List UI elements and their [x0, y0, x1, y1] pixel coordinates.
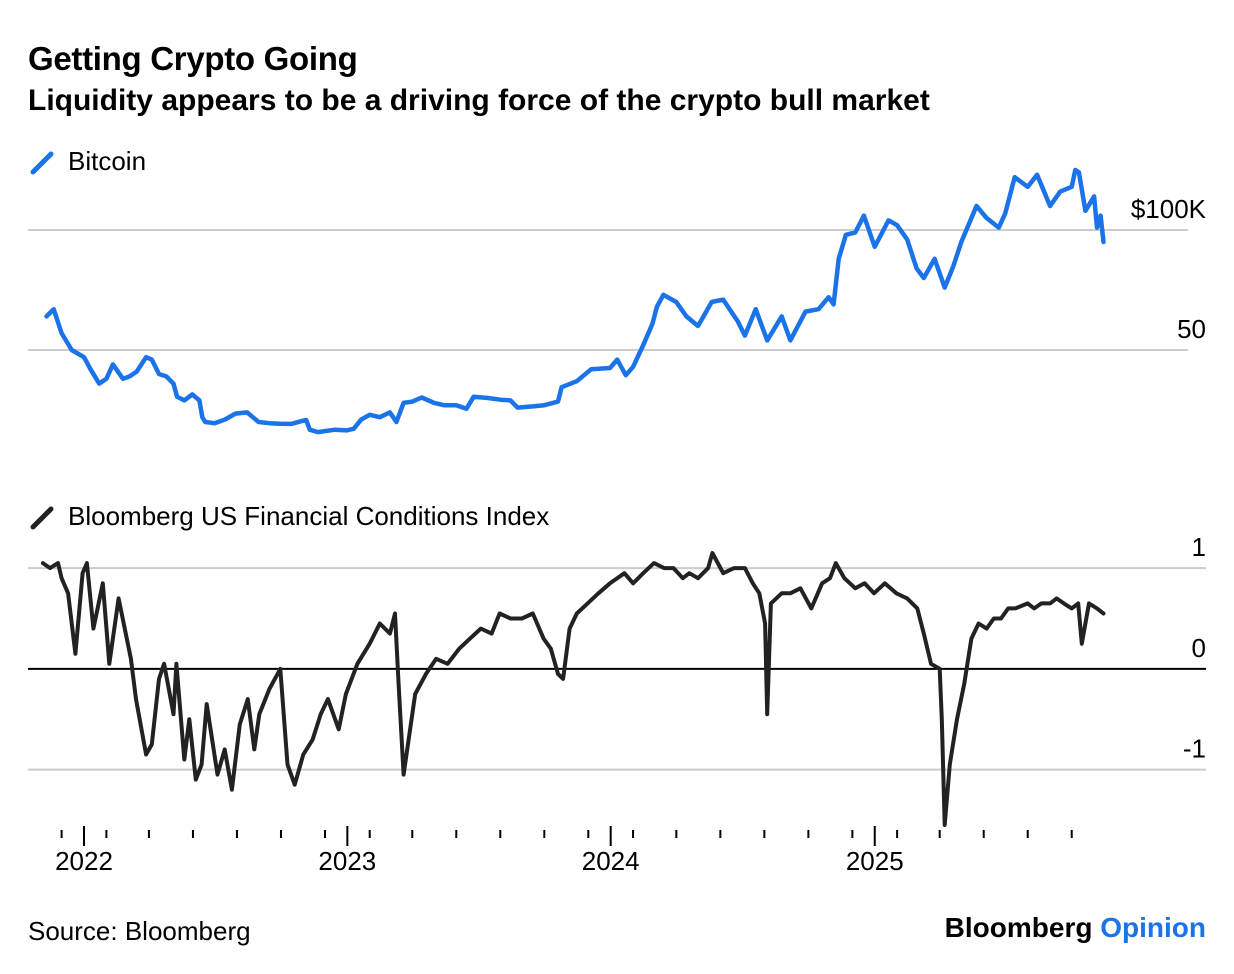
legend-bitcoin: Bitcoin — [28, 146, 146, 177]
legend-label-bitcoin: Bitcoin — [68, 146, 147, 176]
x-tick-label: 2022 — [55, 846, 113, 876]
bitcoin-series-line — [44, 167, 1106, 435]
fci-series-line — [40, 551, 1106, 827]
brand-logo: Bloomberg Opinion — [945, 912, 1206, 944]
fci-gridlines — [28, 567, 1206, 771]
fci-line-group — [40, 551, 1106, 827]
source-note: Source: Bloomberg — [28, 916, 251, 946]
bitcoin-ytick-labels: $100K 50 — [1131, 194, 1207, 344]
brand-accent: Opinion — [1100, 912, 1206, 943]
bitcoin-ytick-label: 50 — [1177, 314, 1206, 344]
fci-ytick-label: 0 — [1192, 633, 1206, 663]
fci-ytick-label: -1 — [1183, 734, 1206, 764]
x-tick-label: 2025 — [846, 846, 904, 876]
chart-title: Getting Crypto Going — [28, 40, 358, 77]
x-tick-label: 2024 — [582, 846, 640, 876]
legend-swatch-fci — [30, 506, 54, 529]
chart-subtitle: Liquidity appears to be a driving force … — [28, 84, 930, 117]
fci-ytick-labels: 1 0 -1 — [1183, 532, 1206, 763]
bitcoin-ytick-label: $100K — [1131, 194, 1207, 224]
fci-ytick-label: 1 — [1192, 532, 1206, 562]
bitcoin-line-group — [44, 167, 1106, 435]
legend-swatch-bitcoin — [30, 151, 54, 174]
legend-fci: Bloomberg US Financial Conditions Index — [28, 501, 549, 532]
x-tick-label: 2023 — [318, 846, 376, 876]
bitcoin-gridlines — [28, 229, 1188, 351]
legend-label-fci: Bloomberg US Financial Conditions Index — [68, 501, 550, 531]
brand-main: Bloomberg — [944, 912, 1093, 943]
x-axis: 2022 2023 2024 2025 — [55, 826, 1073, 876]
